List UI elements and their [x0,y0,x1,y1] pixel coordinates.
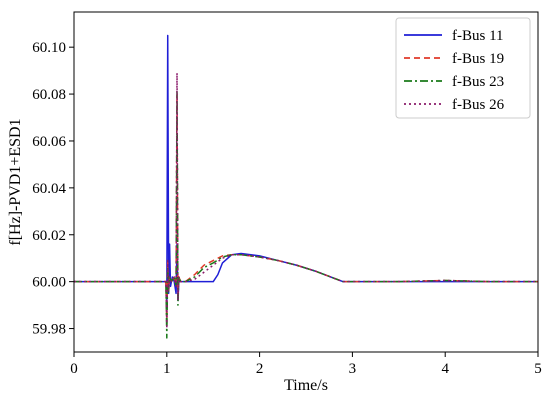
y-tick-label: 60.10 [32,40,66,56]
series-line-4 [74,72,538,330]
x-axis: 0 1 2 3 4 5 [70,352,542,377]
legend-label-1: f-Bus 11 [452,28,504,44]
legend-label-2: f-Bus 19 [452,51,504,67]
y-tick-label: 60.00 [32,275,66,291]
y-axis-label: f[Hz]-PVD1+ESD1 [7,118,24,245]
y-axis: 59.98 60.00 60.02 60.04 60.06 60.08 60.10 [32,40,74,338]
y-tick-label: 60.06 [32,134,66,150]
plot-lines [74,34,538,339]
x-tick-label: 1 [163,361,171,377]
y-tick-label: 59.98 [32,322,66,338]
x-tick-label: 4 [441,361,449,377]
legend: f-Bus 11 f-Bus 19 f-Bus 23 f-Bus 26 [395,17,531,119]
x-tick-label: 2 [256,361,264,377]
x-axis-label: Time/s [284,377,328,394]
y-tick-label: 60.02 [32,228,66,244]
x-tick-label: 0 [70,361,78,377]
legend-label-4: f-Bus 26 [452,97,505,113]
plot-frame [73,11,539,353]
y-tick-label: 60.04 [32,181,66,197]
legend-label-3: f-Bus 23 [452,74,504,90]
legend-box [395,17,531,119]
x-tick-label: 3 [349,361,357,377]
y-tick-label: 60.08 [32,87,66,103]
x-tick-label: 5 [534,361,542,377]
